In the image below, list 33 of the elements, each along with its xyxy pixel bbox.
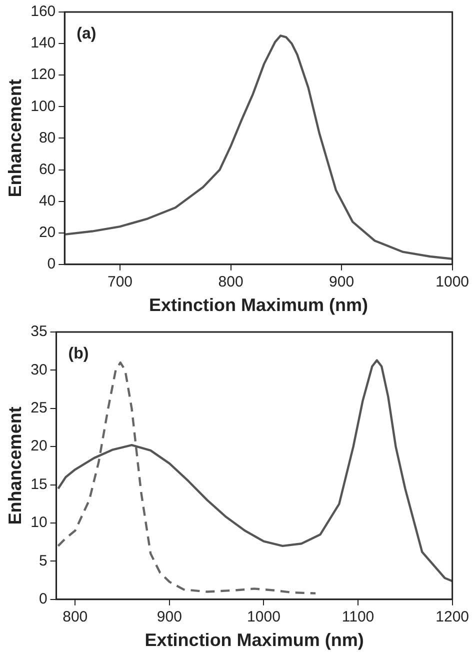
x-tick-label: 700 <box>107 274 133 291</box>
y-tick-label: 100 <box>30 98 56 115</box>
x-tick-label: 800 <box>62 608 88 626</box>
annotation: (b) <box>68 345 89 362</box>
y-tick-label: 20 <box>38 224 56 241</box>
x-tick-label: 1000 <box>247 608 280 626</box>
y-axis-title: Enhancement <box>4 79 25 198</box>
y-tick-label: 80 <box>38 129 56 146</box>
y-tick-label: 10 <box>30 514 48 532</box>
y-tick-label: 140 <box>30 34 56 52</box>
y-tick-label: 40 <box>38 192 56 210</box>
x-tick-label: 900 <box>156 608 182 626</box>
y-axis-title: Enhancement <box>4 406 25 525</box>
y-tick-label: 160 <box>30 3 56 20</box>
y-tick-label: 0 <box>47 256 56 273</box>
x-axis-title: Extinction Maximum (nm) <box>144 630 364 650</box>
y-tick-label: 0 <box>38 590 48 608</box>
x-tick-label: 900 <box>329 274 354 291</box>
x-tick-label: 800 <box>218 274 244 291</box>
y-tick-label: 20 <box>30 438 48 455</box>
x-tick-label: 1200 <box>436 608 470 626</box>
y-tick-label: 120 <box>30 66 56 84</box>
y-tick-label: 60 <box>38 160 56 178</box>
line-series <box>57 361 317 594</box>
y-tick-label: 30 <box>30 361 48 378</box>
x-tick-label: 1100 <box>342 608 374 626</box>
y-tick-label: 5 <box>38 552 48 570</box>
x-axis-title: Extinction Maximum (nm) <box>148 295 368 316</box>
y-tick-label: 15 <box>30 476 48 493</box>
annotation: (a) <box>76 25 96 42</box>
y-tick-label: 25 <box>30 400 48 417</box>
x-tick-label: 1000 <box>436 274 470 291</box>
y-tick-label: 35 <box>30 323 48 340</box>
